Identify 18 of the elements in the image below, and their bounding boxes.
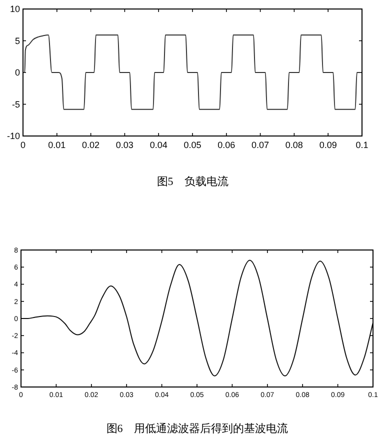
line-series	[20, 260, 374, 376]
x-tick-label: 0.03	[116, 140, 134, 150]
x-tick-label: 0.08	[285, 140, 303, 150]
text: 图5 负载电流	[156, 175, 228, 188]
x-tick-label: 0.06	[218, 140, 236, 150]
x-tick-label: 0.07	[252, 140, 270, 150]
x-tick-label: 0.1	[356, 140, 368, 150]
x-tick-label: 0.01	[48, 140, 66, 150]
y-tick-label: 0	[14, 68, 20, 78]
y-tick-label: 5	[14, 36, 20, 46]
y-tick-label: -10	[6, 131, 20, 142]
text: 图6 用低通滤波器后得到的基波电流	[106, 422, 288, 435]
x-tick-label: 0.02	[82, 140, 100, 150]
y-tick-label: 10	[10, 4, 20, 14]
x-tick-label: 0.04	[150, 140, 168, 150]
x-tick-label: 0.09	[319, 140, 337, 150]
y-tick-label: -5	[12, 99, 20, 110]
x-tick-label: 0.05	[184, 140, 202, 150]
